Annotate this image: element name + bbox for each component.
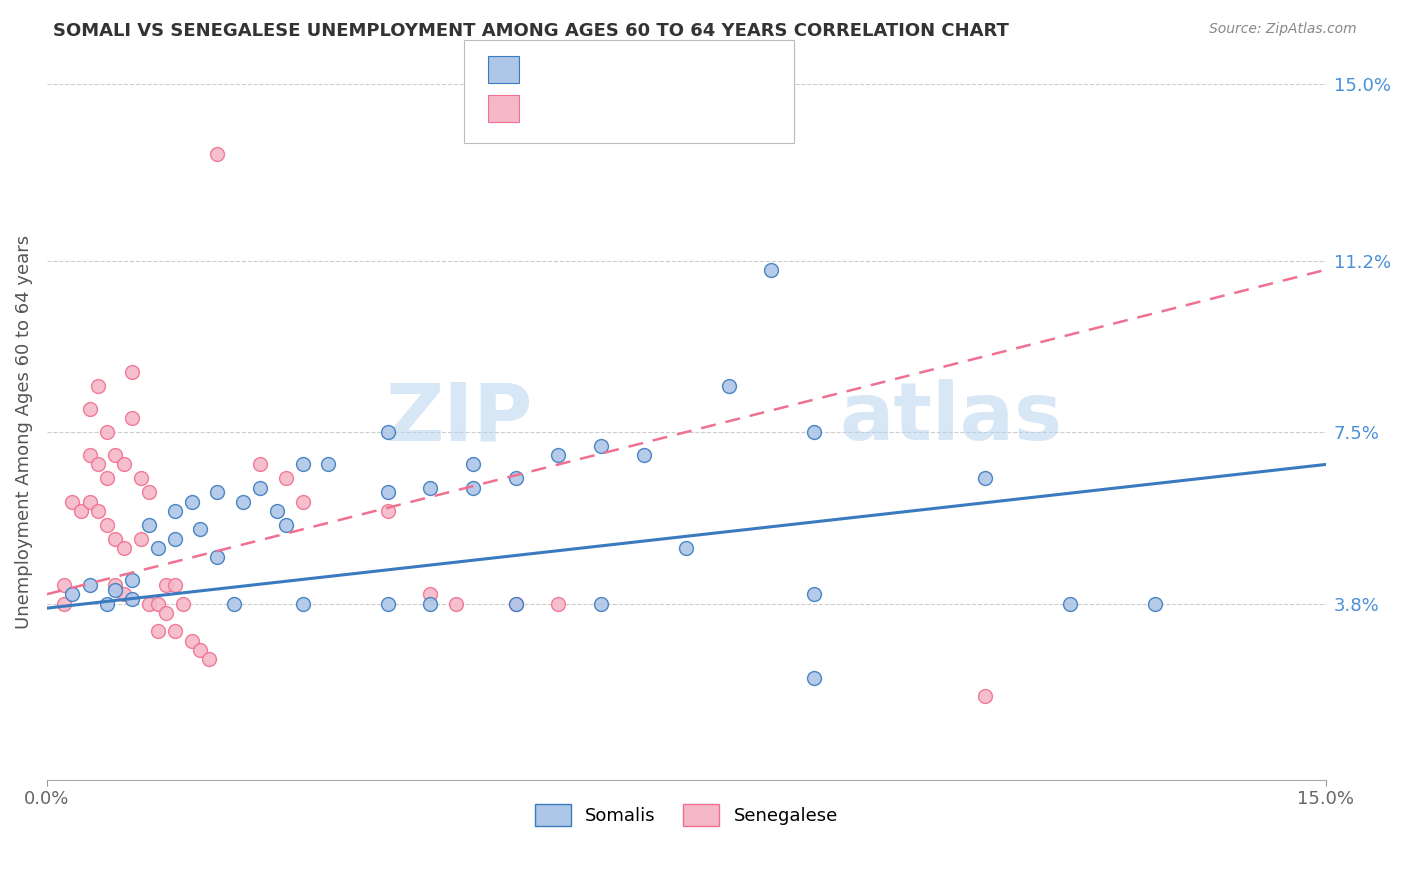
- Y-axis label: Unemployment Among Ages 60 to 64 years: Unemployment Among Ages 60 to 64 years: [15, 235, 32, 629]
- Text: R =  0.124   N = 46: R = 0.124 N = 46: [527, 100, 718, 118]
- Point: [146, 624, 169, 639]
- Point: [129, 532, 152, 546]
- Point: [87, 504, 110, 518]
- Point: [172, 597, 194, 611]
- Point: [104, 532, 127, 546]
- Point: [104, 582, 127, 597]
- Point: [803, 587, 825, 601]
- Point: [62, 494, 84, 508]
- Point: [96, 425, 118, 439]
- Point: [138, 597, 160, 611]
- Point: [180, 633, 202, 648]
- Point: [146, 597, 169, 611]
- Point: [377, 597, 399, 611]
- Legend: Somalis, Senegalese: Somalis, Senegalese: [527, 797, 845, 833]
- Text: SOMALI VS SENEGALESE UNEMPLOYMENT AMONG AGES 60 TO 64 YEARS CORRELATION CHART: SOMALI VS SENEGALESE UNEMPLOYMENT AMONG …: [53, 22, 1010, 40]
- Point: [112, 587, 135, 601]
- Point: [188, 643, 211, 657]
- Point: [112, 458, 135, 472]
- Text: atlas: atlas: [839, 379, 1063, 457]
- Point: [138, 485, 160, 500]
- Point: [198, 652, 221, 666]
- Point: [207, 550, 229, 565]
- Point: [207, 485, 229, 500]
- Point: [163, 504, 186, 518]
- Point: [112, 541, 135, 555]
- Point: [274, 517, 297, 532]
- Point: [121, 574, 143, 588]
- Point: [505, 597, 527, 611]
- Point: [87, 378, 110, 392]
- Point: [377, 425, 399, 439]
- Point: [232, 494, 254, 508]
- Point: [79, 448, 101, 462]
- Point: [633, 448, 655, 462]
- Point: [803, 671, 825, 685]
- Point: [419, 481, 441, 495]
- Point: [291, 458, 314, 472]
- Point: [155, 606, 177, 620]
- Point: [377, 504, 399, 518]
- Point: [87, 458, 110, 472]
- Point: [96, 597, 118, 611]
- Point: [547, 597, 569, 611]
- Point: [249, 458, 271, 472]
- Point: [973, 471, 995, 485]
- Point: [70, 504, 93, 518]
- Point: [291, 494, 314, 508]
- Point: [419, 587, 441, 601]
- Point: [163, 532, 186, 546]
- Text: ZIP: ZIP: [385, 379, 533, 457]
- Point: [1144, 597, 1167, 611]
- Point: [79, 578, 101, 592]
- Point: [973, 689, 995, 703]
- Point: [163, 624, 186, 639]
- Point: [96, 471, 118, 485]
- Point: [547, 448, 569, 462]
- Point: [291, 597, 314, 611]
- Text: R = 0.236   N = 44: R = 0.236 N = 44: [527, 61, 711, 78]
- Point: [79, 494, 101, 508]
- Point: [207, 147, 229, 161]
- Point: [163, 578, 186, 592]
- Point: [761, 262, 783, 277]
- Point: [505, 597, 527, 611]
- Point: [138, 517, 160, 532]
- Point: [96, 517, 118, 532]
- Point: [52, 578, 75, 592]
- Point: [224, 597, 246, 611]
- Point: [188, 522, 211, 536]
- Point: [717, 378, 740, 392]
- Point: [104, 578, 127, 592]
- Point: [444, 597, 467, 611]
- Point: [249, 481, 271, 495]
- Point: [803, 425, 825, 439]
- Point: [121, 591, 143, 606]
- Point: [1059, 597, 1081, 611]
- Point: [419, 597, 441, 611]
- Point: [79, 401, 101, 416]
- Point: [505, 471, 527, 485]
- Point: [316, 458, 339, 472]
- Point: [589, 439, 612, 453]
- Point: [589, 597, 612, 611]
- Point: [675, 541, 697, 555]
- Point: [146, 541, 169, 555]
- Point: [121, 365, 143, 379]
- Point: [104, 448, 127, 462]
- Point: [62, 587, 84, 601]
- Point: [461, 458, 484, 472]
- Point: [274, 471, 297, 485]
- Point: [180, 494, 202, 508]
- Point: [129, 471, 152, 485]
- Point: [461, 481, 484, 495]
- Point: [266, 504, 288, 518]
- Point: [121, 411, 143, 425]
- Text: Source: ZipAtlas.com: Source: ZipAtlas.com: [1209, 22, 1357, 37]
- Point: [155, 578, 177, 592]
- Point: [52, 597, 75, 611]
- Point: [377, 485, 399, 500]
